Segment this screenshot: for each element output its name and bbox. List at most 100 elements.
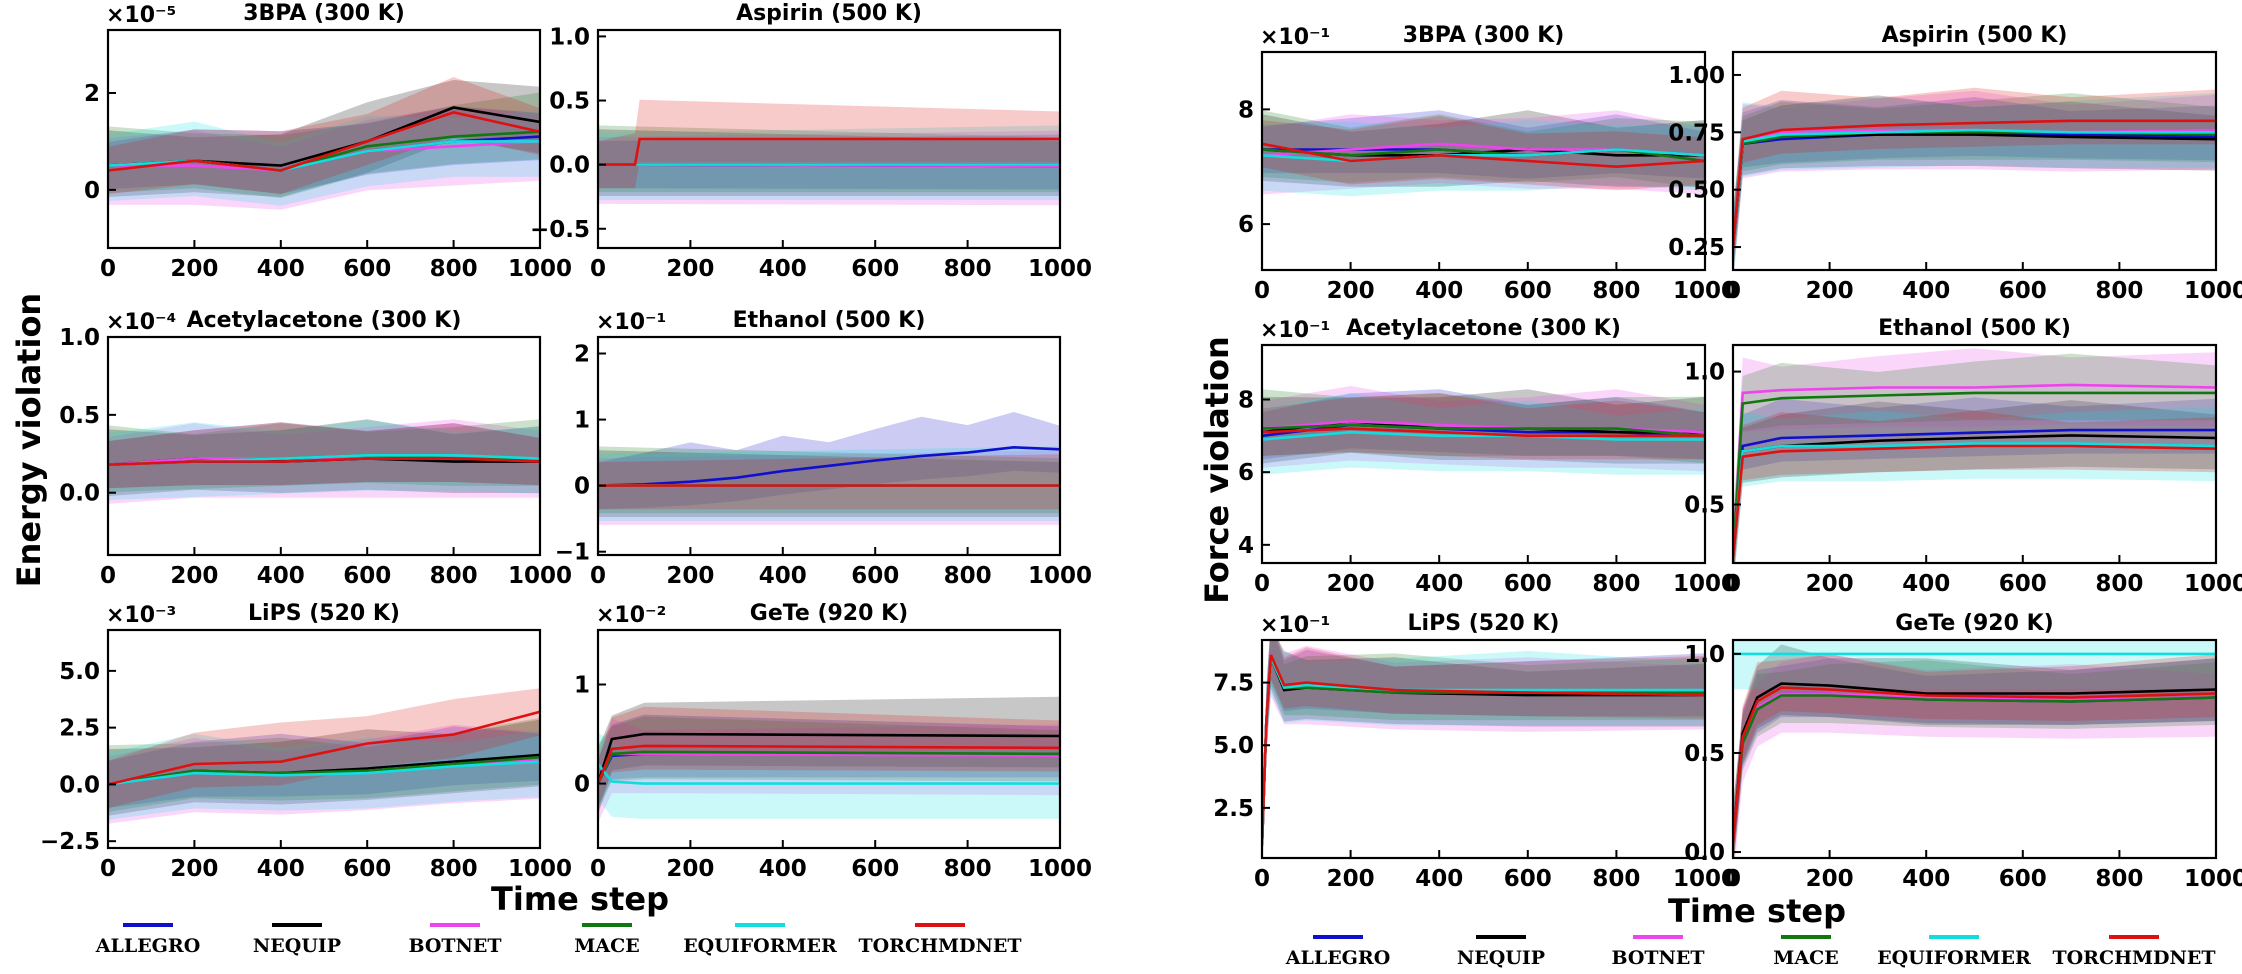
y-tick-label: 2.5 [1213, 796, 1254, 822]
panel-title: GeTe (920 K) [750, 601, 908, 626]
x-tick-label: 200 [1806, 866, 1854, 892]
plot-area [108, 688, 540, 824]
x-tick-label: 200 [1806, 571, 1854, 597]
force-violation-ylabel: Force violation [1198, 336, 1236, 604]
band-mace [1733, 353, 2216, 563]
x-tick-label: 0 [1254, 278, 1270, 304]
band-nequip [598, 129, 1060, 196]
legend-label-mace: MACE [1773, 947, 1838, 969]
series-line-equiformer [598, 762, 1060, 785]
x-tick-label: 1000 [1028, 856, 1092, 882]
energy-panel-gete-920-k: 0 200 400 600 800 1000 0 1 GeTe (920 K) ×10⁻² [574, 601, 1092, 882]
x-tick-label: 1000 [508, 563, 572, 589]
axis-exponent: ×10⁻⁴ [106, 310, 176, 335]
series-line-equiformer [1262, 148, 1705, 163]
band-nequip [1733, 95, 2216, 270]
series-line-allegro [598, 445, 1060, 487]
band-equiformer [598, 125, 1060, 200]
panels: 0 200 400 600 800 1000 0 2 3BPA (300 K) ×10⁻⁵ 0 200… [40, 1, 2242, 892]
y-tick-label: 0.5 [59, 403, 100, 429]
legend-label-equiformer: EQUIFORMER [1877, 947, 2031, 969]
x-tick-label: 800 [1592, 866, 1640, 892]
x-tick-label: 800 [430, 856, 478, 882]
panel-title: GeTe (920 K) [1895, 611, 2053, 636]
legend-label-nequip: NEQUIP [1457, 947, 1545, 969]
x-tick-label: 400 [1902, 278, 1950, 304]
x-tick-label: 0 [1725, 278, 1741, 304]
series-line-mace [1733, 694, 2216, 843]
x-tick-label: 600 [1504, 866, 1552, 892]
x-tick-label: 400 [257, 856, 305, 882]
band-allegro [598, 714, 1060, 808]
legend-label-botnet: BOTNET [408, 935, 501, 957]
panel-title: Aspirin (500 K) [1882, 23, 2068, 48]
y-tick-label: 0.5 [549, 89, 590, 115]
series-line-mace [1733, 391, 2216, 558]
band-botnet [1733, 654, 2216, 858]
x-tick-label: 600 [1999, 278, 2047, 304]
panel-title: 3BPA (300 K) [1403, 23, 1565, 48]
force-panel-acetylacetone-300-k: 0 200 400 600 800 1000 4 6 8 Acetylacetone (300 K… [1238, 316, 1737, 597]
band-allegro [598, 134, 1060, 190]
x-tick-label: 600 [1504, 571, 1552, 597]
band-torchmdnet [108, 77, 540, 194]
y-tick-label: 6 [1238, 212, 1254, 238]
x-tick-label: 200 [666, 563, 714, 589]
series-line-torchmdnet [598, 744, 1060, 785]
panel-title: LiPS (520 K) [1408, 611, 1560, 636]
y-tick-label: 0.0 [549, 153, 590, 179]
series-line-mace [108, 755, 540, 786]
x-tick-label: 600 [343, 856, 391, 882]
y-tick-label: 2 [574, 342, 590, 368]
force-panel-aspirin-500-k: 0 200 400 600 800 1000 0.25 0.50 0.75 1.00 Aspirin… [1668, 23, 2242, 304]
y-tick-label: 1.0 [1684, 360, 1725, 386]
y-tick-label: 1.0 [1684, 642, 1725, 668]
band-torchmdnet [1733, 654, 2216, 858]
legend-label-nequip: NEQUIP [253, 935, 341, 957]
x-tick-label: 800 [2095, 866, 2143, 892]
band-allegro [108, 422, 540, 489]
y-tick-label: 8 [1238, 388, 1254, 414]
band-botnet [1733, 348, 2216, 563]
band-torchmdnet [598, 706, 1060, 808]
band-allegro [1733, 397, 2216, 563]
x-tick-label: 400 [759, 856, 807, 882]
panel-title: Acetylacetone (300 K) [187, 308, 462, 333]
band-torchmdnet [598, 454, 1060, 510]
x-tick-label: 400 [1415, 571, 1463, 597]
band-mace [598, 716, 1060, 812]
y-tick-label: 0.5 [1684, 741, 1725, 767]
x-tick-label: 1000 [1028, 256, 1092, 282]
series-line-equiformer [1262, 430, 1705, 441]
y-tick-label: 0 [574, 772, 590, 798]
x-tick-label: 0 [590, 856, 606, 882]
x-tick-label: 800 [1592, 571, 1640, 597]
band-mace [598, 446, 1060, 514]
x-tick-label: 800 [944, 563, 992, 589]
x-tick-label: 200 [666, 856, 714, 882]
series-line-botnet [1733, 383, 2216, 558]
band-allegro [1262, 389, 1705, 460]
x-tick-label: 200 [666, 256, 714, 282]
band-mace [108, 717, 540, 812]
band-mace [1262, 110, 1705, 189]
x-tick-label: 800 [2095, 571, 2143, 597]
legend-label-equiformer: EQUIFORMER [683, 935, 837, 957]
axes-frame [596, 628, 1062, 850]
legend-energy: ALLEGRO NEQUIP BOTNET MACE EQUIFORMER TORCHMD… [95, 923, 1022, 957]
y-tick-label: 4 [1238, 533, 1254, 559]
force-panel-3bpa-300-k: 0 200 400 600 800 1000 6 8 3BPA (300 K) ×10⁻¹ [1238, 23, 1737, 304]
x-tick-label: 400 [1902, 571, 1950, 597]
axes-frame [1260, 343, 1707, 565]
panel-title: LiPS (520 K) [248, 601, 400, 626]
axis-exponent: ×10⁻⁵ [106, 3, 176, 28]
x-tick-label: 800 [2095, 278, 2143, 304]
y-tick-label: 0.0 [59, 772, 100, 798]
axes-frame [106, 335, 542, 557]
x-tick-label: 1000 [2184, 866, 2242, 892]
y-tick-label: 7.5 [1213, 671, 1254, 697]
x-tick-label: 200 [170, 856, 218, 882]
series-line-torchmdnet [1262, 427, 1705, 438]
y-tick-label: 1.00 [1668, 63, 1725, 89]
